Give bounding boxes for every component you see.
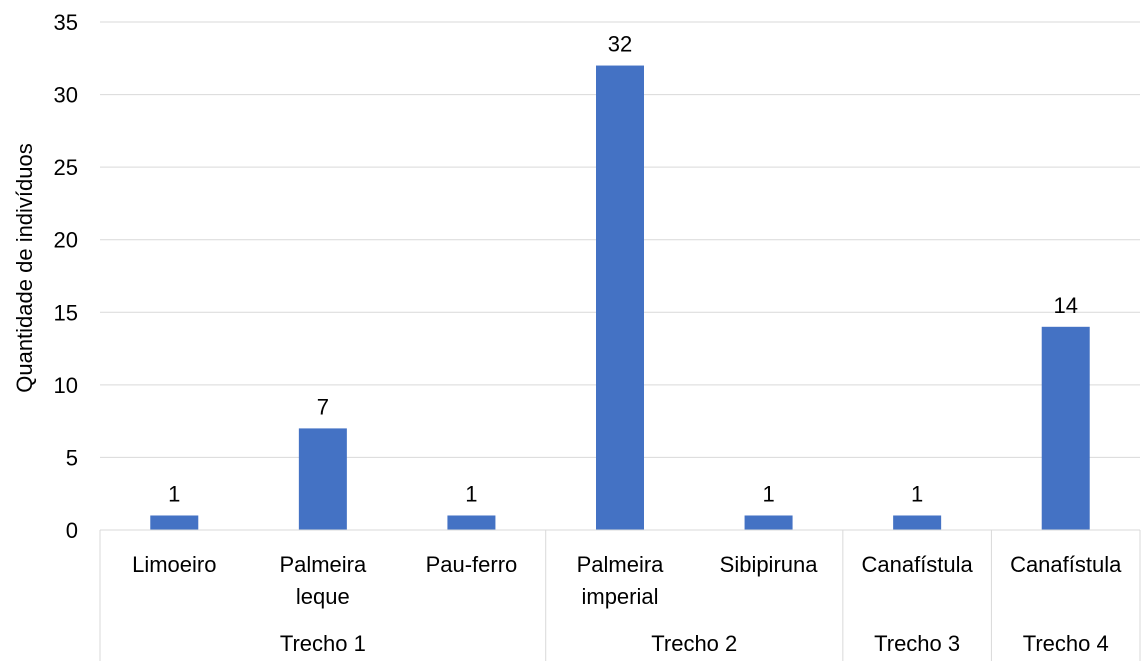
y-tick-label-10: 10	[54, 373, 78, 398]
y-axis-ticks: 0 5 10 15 20 25 30 35	[54, 10, 78, 543]
x-category-label-4: Sibipiruna	[720, 552, 819, 577]
x-axis-groups: Trecho 1 Trecho 2 Trecho 3 Trecho 4	[280, 631, 1109, 656]
data-label-1: 7	[317, 394, 329, 419]
bars	[150, 65, 1090, 531]
data-label-3: 32	[608, 32, 632, 57]
data-label-0: 1	[168, 481, 180, 506]
data-label-6: 14	[1053, 293, 1077, 318]
x-group-label-2: Trecho 3	[874, 631, 960, 656]
y-tick-label-30: 30	[54, 83, 78, 108]
y-axis-label: Quantidade de indivíduos	[12, 143, 37, 393]
x-category-label-6: Canafístula	[1010, 552, 1122, 577]
x-category-label-5: Canafístula	[861, 552, 973, 577]
bar-5	[893, 515, 942, 530]
y-tick-label-0: 0	[66, 518, 78, 543]
y-tick-label-5: 5	[66, 445, 78, 470]
bar-6	[1041, 326, 1090, 530]
data-labels: 1 7 1 32 1 1 14	[168, 32, 1078, 507]
y-tick-label-25: 25	[54, 155, 78, 180]
x-category-label-1: Palmeira leque	[279, 552, 367, 609]
x-group-label-1: Trecho 2	[651, 631, 737, 656]
y-tick-label-15: 15	[54, 300, 78, 325]
data-label-2: 1	[465, 481, 477, 506]
bar-3	[596, 65, 644, 531]
x-axis	[99, 529, 1141, 661]
data-label-5: 1	[911, 481, 923, 506]
bar-2	[447, 515, 496, 530]
x-category-label-3: Palmeira imperial	[577, 552, 665, 609]
y-tick-label-20: 20	[54, 228, 78, 253]
x-category-label-0: Limoeiro	[132, 552, 216, 577]
bar-0	[150, 515, 199, 530]
x-group-label-0: Trecho 1	[280, 631, 366, 656]
x-category-label-2: Pau-ferro	[426, 552, 518, 577]
bar-1	[298, 428, 347, 530]
data-label-4: 1	[762, 481, 774, 506]
x-axis-categories: Limoeiro Palmeira leque Pau-ferro Palmeira im…	[132, 552, 1122, 609]
bar-4	[744, 515, 793, 530]
y-tick-label-35: 35	[54, 10, 78, 35]
x-group-label-3: Trecho 4	[1023, 631, 1109, 656]
